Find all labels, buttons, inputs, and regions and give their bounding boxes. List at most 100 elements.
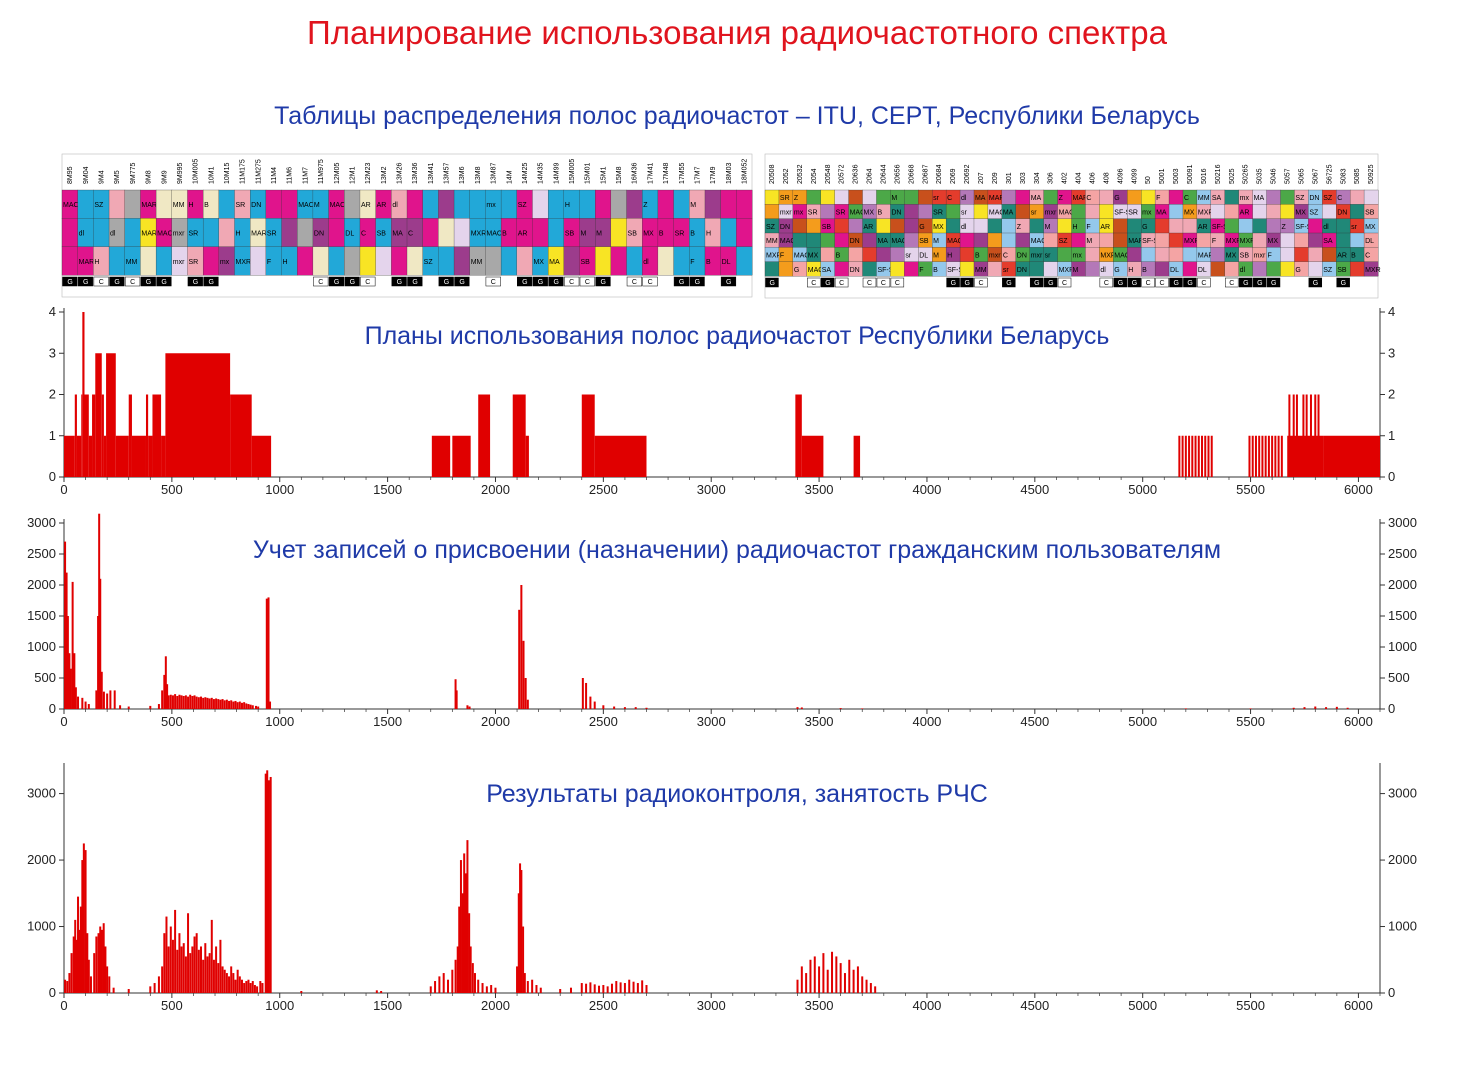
right-table-cell-label: G: [919, 224, 924, 231]
right-table-cell-label: MXR: [1059, 267, 1075, 274]
data-spike: [459, 860, 462, 993]
data-spike: [65, 572, 68, 709]
right-table-cell-label: MA: [877, 238, 888, 245]
data-spike: [87, 959, 90, 993]
left-table-cell-label: mx: [220, 259, 230, 266]
left-table-cell-label: AR: [518, 231, 528, 238]
right-table-cell: [1154, 218, 1170, 234]
data-spike: [153, 983, 156, 993]
right-table-cell: [834, 218, 850, 234]
right-table-cell-label: DN: [1337, 210, 1347, 217]
right-table-column-label: 50: [1145, 176, 1152, 184]
right-table-cell: [1168, 247, 1184, 263]
left-table-cell-label: B: [204, 202, 209, 209]
left-table-cell: [281, 218, 298, 248]
right-table-column-label: 2069: [950, 168, 957, 184]
right-table-cell-label: SZ: [1323, 267, 1333, 274]
data-spike: [102, 923, 105, 993]
right-table-cell-label: M: [1073, 267, 1079, 274]
right-table-cell: [1308, 218, 1323, 234]
data-spike: [204, 697, 207, 709]
right-table-column-label: 5083: [1340, 168, 1347, 184]
left-table-cell: [500, 246, 518, 276]
data-spike: [217, 963, 220, 993]
right-table-cell-label: dl: [961, 224, 967, 231]
right-table-cell-label: G: [1295, 267, 1300, 274]
right-table-column-label: 5067: [1312, 168, 1319, 184]
data-bar: [145, 394, 149, 477]
left-table-column-label: 15M005: [569, 159, 576, 184]
right-table-cell: [1349, 189, 1365, 205]
right-table-service-marker-label: G: [1173, 280, 1178, 287]
data-spike: [93, 953, 96, 993]
data-spike: [861, 708, 864, 709]
left-table-column-label: 11M4: [271, 167, 278, 184]
main-title: Планирование использования радиочастотно…: [307, 14, 1167, 51]
data-spike: [202, 959, 205, 993]
right-table-cell-label: M: [1086, 238, 1092, 245]
data-spike: [1181, 435, 1184, 477]
left-table-cell-label: B: [502, 231, 507, 238]
data-spike: [171, 695, 174, 709]
right-table-cell: [890, 247, 905, 263]
right-table-cell: [764, 189, 780, 205]
data-spike: [255, 705, 258, 709]
left-table-column-label: 9M4: [99, 170, 106, 184]
left-table-cell-label: MAC: [486, 231, 502, 238]
right-table-cell-label: G: [1114, 195, 1119, 202]
left-table-column-label: 15M8: [616, 166, 623, 184]
right-table-column-label: 5057: [1285, 168, 1292, 184]
data-spike: [66, 981, 69, 993]
right-table-cell: [1001, 232, 1017, 248]
y-tick-label-right: 2000: [1388, 577, 1417, 592]
left-table-column-label: 11M6: [287, 167, 294, 184]
right-table-cell: [987, 232, 1003, 248]
left-table-service-marker: [109, 276, 125, 287]
allocation-table-strip: 8M95MACG9M04dlMARG9M4SZHC9M5dlG9M775MMC9…: [61, 153, 1381, 299]
left-table-cell: [124, 189, 141, 219]
x-tick-label: 3000: [697, 482, 726, 497]
left-table-cell: [61, 218, 79, 248]
right-table-service-marker: [834, 277, 849, 288]
left-table-cell: [720, 218, 737, 248]
data-bar: [74, 394, 77, 477]
left-table-column-label: 14M35: [538, 162, 545, 184]
data-spike: [240, 979, 243, 993]
right-table-cell-label: SF-S: [1212, 224, 1228, 231]
data-bar: [95, 353, 102, 477]
data-spike: [68, 653, 71, 709]
data-spike: [1280, 435, 1283, 477]
x-tick-label: 500: [161, 714, 183, 729]
data-spike: [167, 946, 170, 993]
right-table-cell-label: SA: [1212, 195, 1222, 202]
y-tick-label-right: 0: [1388, 469, 1395, 484]
y-tick-label-left: 2000: [27, 852, 56, 867]
data-spike: [523, 973, 526, 993]
data-spike: [1254, 435, 1257, 477]
data-spike: [182, 695, 185, 709]
left-table-cell: [344, 189, 361, 219]
left-table-cell: [108, 189, 126, 219]
left-table-service-marker-label: G: [601, 279, 606, 286]
right-table-cell: [1001, 189, 1017, 205]
y-tick-label-right: 2000: [1388, 852, 1417, 867]
data-spike: [522, 926, 525, 993]
data-spike: [215, 946, 218, 993]
left-table-cell-label: dl: [643, 259, 649, 266]
data-spike: [1267, 435, 1270, 477]
data-spike: [199, 946, 202, 993]
data-spike: [458, 906, 461, 993]
right-table-column-label: 50265: [1243, 164, 1250, 184]
right-table-cell: [1280, 204, 1295, 220]
data-spike: [585, 983, 588, 993]
right-table-cell-label: MX: [933, 224, 944, 231]
right-table-column-label: 5065: [1298, 168, 1305, 184]
right-table-service-marker-label: C: [811, 280, 816, 287]
left-table-cell: [297, 218, 314, 248]
data-spike: [221, 699, 224, 709]
left-table-cell: [453, 189, 471, 219]
right-table-cell-label: DN: [891, 210, 901, 217]
left-table-column-label: 9M5: [114, 170, 121, 184]
data-spike: [247, 979, 250, 993]
right-table-column-label: 56725: [1326, 164, 1333, 184]
